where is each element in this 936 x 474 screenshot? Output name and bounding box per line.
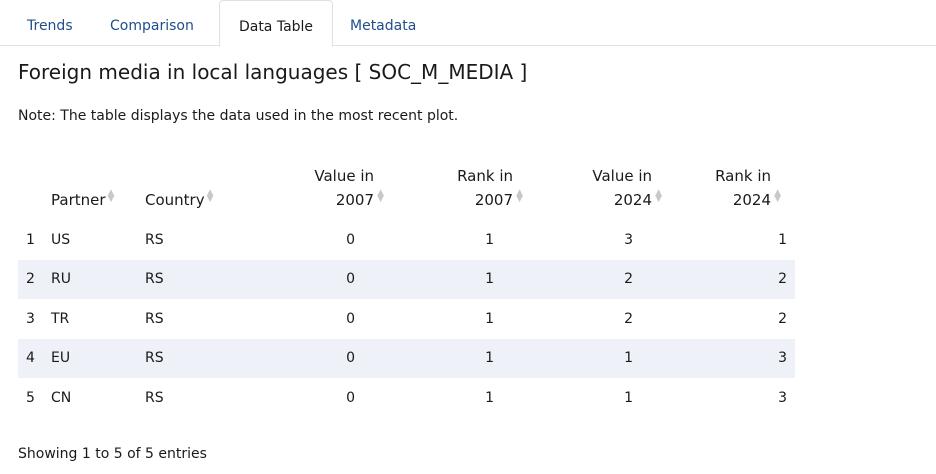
- value-2007-cell: 0: [245, 220, 384, 260]
- partner-cell: RU: [51, 259, 145, 299]
- value-2024-cell: 2: [523, 299, 662, 339]
- country-column-header[interactable]: Country ▲ ▼: [145, 160, 245, 220]
- value-2007-cell: 0: [245, 378, 384, 418]
- tab-bar: Trends Comparison Data Table Metadata: [0, 0, 936, 47]
- rank-2007-cell: 1: [384, 378, 523, 418]
- tab-trends[interactable]: Trends: [27, 18, 73, 34]
- partner-cell: EU: [51, 338, 145, 378]
- row-index: 5: [18, 378, 51, 418]
- value-2007-cell: 0: [245, 338, 384, 378]
- table-note: Note: The table displays the data used i…: [18, 108, 459, 124]
- table-row: 1 US RS 0 1 3 1: [18, 220, 795, 260]
- value-2024-cell: 1: [523, 378, 662, 418]
- rank-2024-cell: 3: [662, 378, 795, 418]
- partner-cell: US: [51, 220, 145, 260]
- rank-2024-column-header[interactable]: Rank in 2024 ▲ ▼: [662, 160, 795, 220]
- value-2007-cell: 0: [245, 299, 384, 339]
- header-line: Value in: [592, 167, 652, 185]
- country-cell: RS: [145, 378, 245, 418]
- sort-icon[interactable]: ▲ ▼: [377, 188, 384, 204]
- rank-2007-cell: 1: [384, 220, 523, 260]
- value-2007-column-header[interactable]: Value in 2007 ▲ ▼: [245, 160, 384, 220]
- table-header-row: Partner ▲ ▼ Country ▲ ▼ Value in 2007 ▲ ▼ Rank …: [18, 160, 795, 220]
- header-line: Value in: [314, 167, 374, 185]
- header-line: Rank in: [715, 167, 771, 185]
- row-index: 1: [18, 220, 51, 260]
- sort-icon[interactable]: ▲ ▼: [206, 188, 214, 204]
- rank-2024-header-label: Rank in 2024: [715, 164, 771, 212]
- value-2007-cell: 0: [245, 259, 384, 299]
- value-2024-cell: 3: [523, 220, 662, 260]
- rank-2024-cell: 2: [662, 259, 795, 299]
- tab-data-table[interactable]: Data Table: [219, 0, 333, 47]
- rank-2007-column-header[interactable]: Rank in 2007 ▲ ▼: [384, 160, 523, 220]
- row-index: 3: [18, 299, 51, 339]
- table-row: 3 TR RS 0 1 2 2: [18, 299, 795, 339]
- partner-header-label: Partner: [51, 191, 106, 209]
- country-cell: RS: [145, 338, 245, 378]
- header-line: 2007: [335, 191, 374, 209]
- partner-cell: TR: [51, 299, 145, 339]
- value-2024-cell: 2: [523, 259, 662, 299]
- row-index: 4: [18, 338, 51, 378]
- value-2024-cell: 1: [523, 338, 662, 378]
- value-2024-column-header[interactable]: Value in 2024 ▲ ▼: [523, 160, 662, 220]
- value-2007-header-label: Value in 2007: [314, 164, 374, 212]
- header-line: 2024: [732, 191, 771, 209]
- rank-2007-cell: 1: [384, 259, 523, 299]
- table-row: 4 EU RS 0 1 1 3: [18, 338, 795, 378]
- sort-icon[interactable]: ▲ ▼: [655, 188, 662, 204]
- data-table: Partner ▲ ▼ Country ▲ ▼ Value in 2007 ▲ ▼ Rank …: [18, 160, 795, 418]
- rank-2024-cell: 3: [662, 338, 795, 378]
- page-title: Foreign media in local languages [ SOC_M…: [18, 60, 528, 84]
- country-cell: RS: [145, 299, 245, 339]
- row-index: 2: [18, 259, 51, 299]
- partner-column-header[interactable]: Partner ▲ ▼: [51, 160, 145, 220]
- rank-2024-cell: 2: [662, 299, 795, 339]
- rank-2024-cell: 1: [662, 220, 795, 260]
- header-line: Rank in: [457, 167, 513, 185]
- tab-comparison[interactable]: Comparison: [110, 18, 194, 34]
- tab-metadata[interactable]: Metadata: [350, 18, 417, 34]
- value-2024-header-label: Value in 2024: [592, 164, 652, 212]
- sort-icon[interactable]: ▲ ▼: [107, 188, 115, 204]
- partner-cell: CN: [51, 378, 145, 418]
- sort-icon[interactable]: ▲ ▼: [516, 188, 523, 204]
- index-column-header: [18, 160, 51, 220]
- header-line: 2024: [613, 191, 652, 209]
- country-cell: RS: [145, 220, 245, 260]
- header-line: 2007: [474, 191, 513, 209]
- rank-2007-cell: 1: [384, 338, 523, 378]
- rank-2007-cell: 1: [384, 299, 523, 339]
- sort-icon[interactable]: ▲ ▼: [774, 188, 781, 204]
- country-cell: RS: [145, 259, 245, 299]
- data-table-container: Partner ▲ ▼ Country ▲ ▼ Value in 2007 ▲ ▼ Rank …: [18, 160, 795, 418]
- table-info: Showing 1 to 5 of 5 entries: [18, 446, 207, 462]
- rank-2007-header-label: Rank in 2007: [457, 164, 513, 212]
- table-row: 5 CN RS 0 1 1 3: [18, 378, 795, 418]
- country-header-label: Country: [145, 191, 205, 209]
- table-row: 2 RU RS 0 1 2 2: [18, 259, 795, 299]
